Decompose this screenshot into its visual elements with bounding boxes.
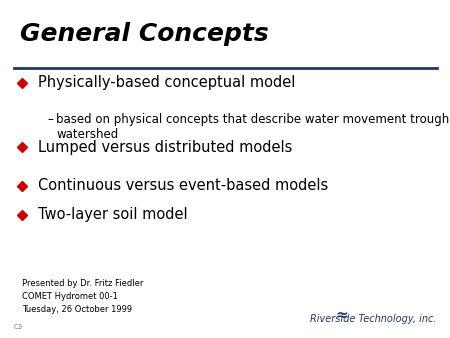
Text: Riverside Technology, inc.: Riverside Technology, inc. [310,314,436,324]
Text: Continuous versus event-based models: Continuous versus event-based models [38,178,328,193]
Text: Presented by Dr. Fritz Fiedler
COMET Hydromet 00-1
Tuesday, 26 October 1999: Presented by Dr. Fritz Fiedler COMET Hyd… [22,279,143,314]
Text: based on physical concepts that describe water movement trough a
watershed: based on physical concepts that describe… [56,113,450,141]
Text: C3: C3 [14,323,23,330]
Text: ≈: ≈ [335,308,348,323]
Text: Lumped versus distributed models: Lumped versus distributed models [38,140,292,154]
Text: –: – [47,113,53,126]
Text: Two-layer soil model: Two-layer soil model [38,207,188,222]
Text: Physically-based conceptual model: Physically-based conceptual model [38,75,296,90]
Text: General Concepts: General Concepts [20,22,269,46]
